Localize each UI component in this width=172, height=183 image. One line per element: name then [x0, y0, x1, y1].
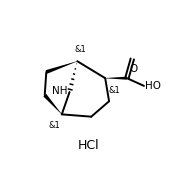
- Polygon shape: [105, 77, 127, 80]
- Text: NH: NH: [52, 86, 67, 96]
- Polygon shape: [43, 94, 62, 114]
- Text: &1: &1: [74, 45, 86, 54]
- Text: HCl: HCl: [77, 139, 99, 152]
- Text: HO: HO: [146, 81, 162, 91]
- Text: &1: &1: [49, 121, 60, 130]
- Text: &1: &1: [108, 86, 120, 95]
- Text: O: O: [129, 64, 137, 74]
- Polygon shape: [46, 61, 77, 74]
